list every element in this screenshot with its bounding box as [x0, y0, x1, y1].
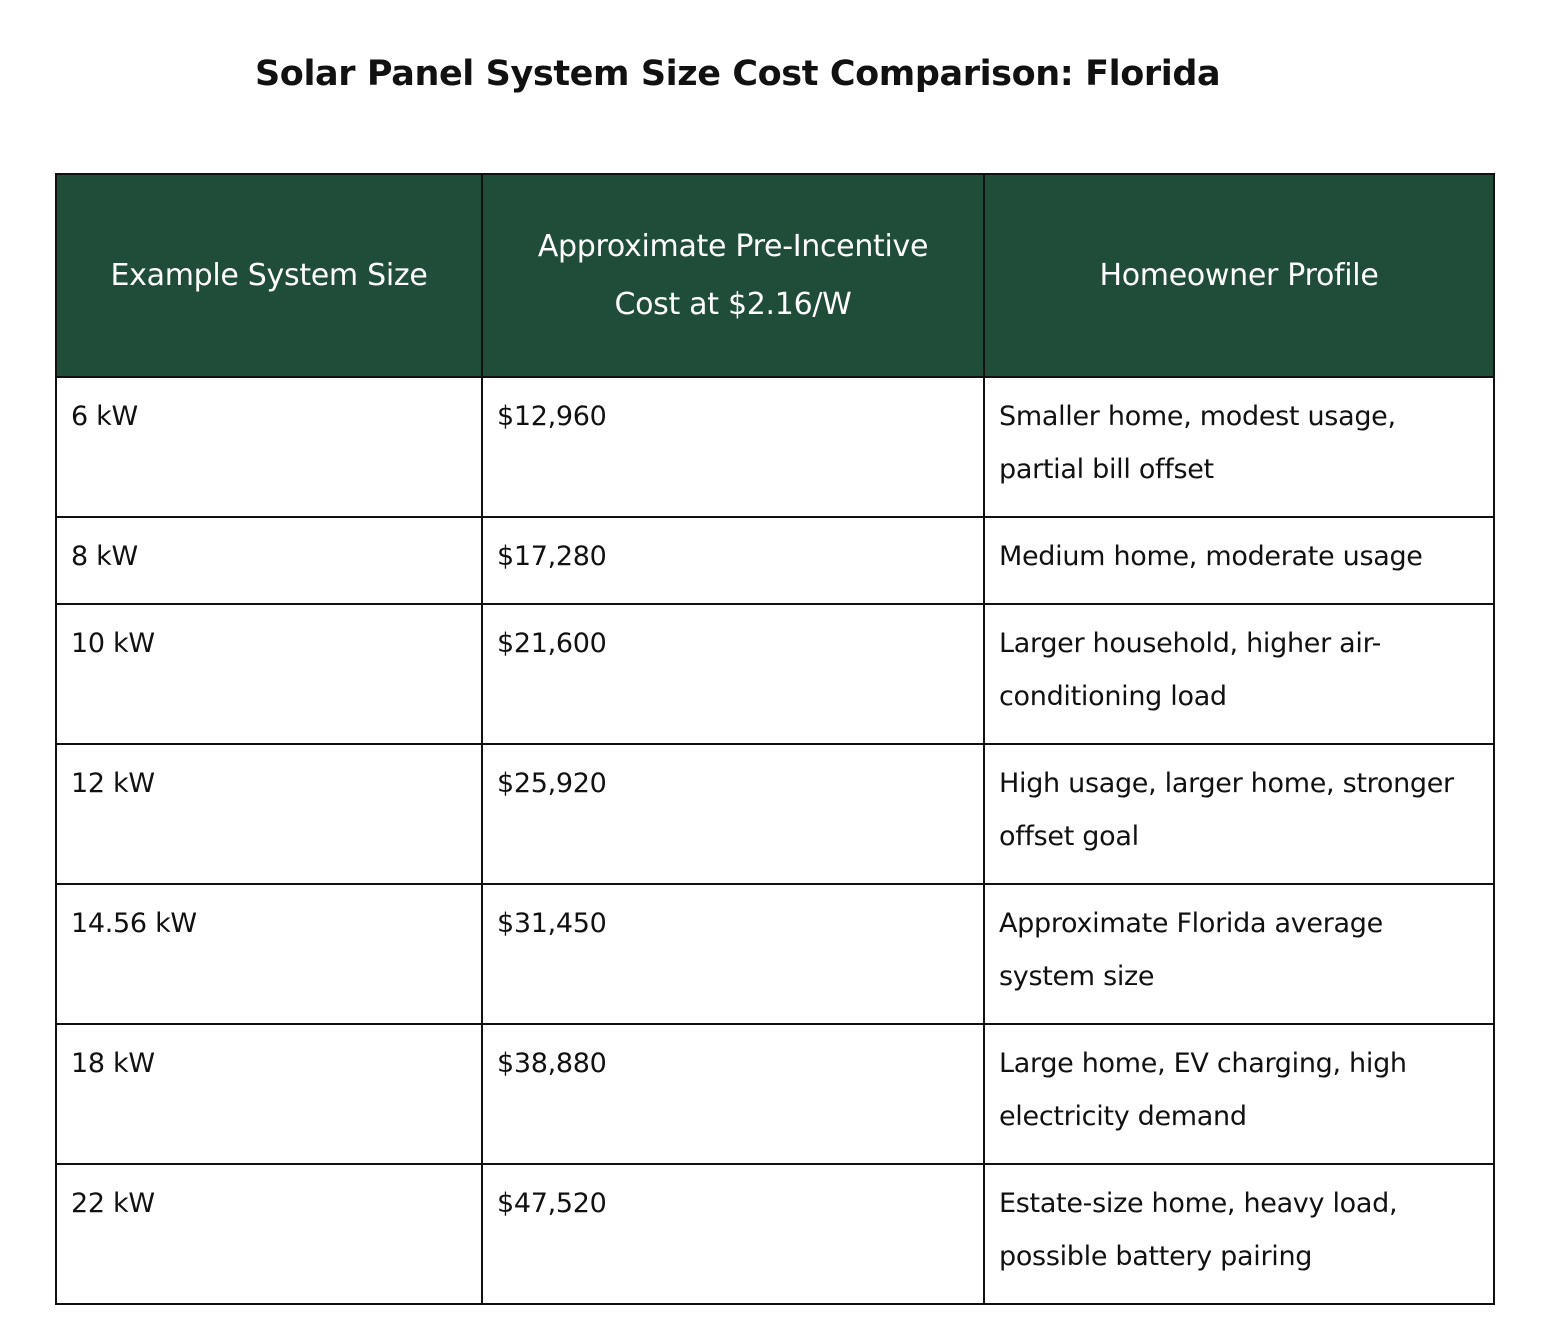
cell-cost: $21,600 — [481, 603, 985, 745]
cell-system-size: 10 kW — [55, 603, 483, 745]
cell-cost: $31,450 — [481, 883, 985, 1025]
cell-profile: Medium home, moderate usage — [983, 516, 1495, 605]
table-row: 8 kW $17,280 Medium home, moderate usage — [55, 516, 1495, 605]
header-system-size: Example System Size — [55, 173, 483, 378]
cell-system-size: 8 kW — [55, 516, 483, 605]
cell-profile: Approximate Florida average system size — [983, 883, 1495, 1025]
table-row: 18 kW $38,880 Large home, EV charging, h… — [55, 1023, 1495, 1165]
cell-profile: Larger household, higher air-conditionin… — [983, 603, 1495, 745]
cell-profile: Large home, EV charging, high electricit… — [983, 1023, 1495, 1165]
table-row: 6 kW $12,960 Smaller home, modest usage,… — [55, 376, 1495, 518]
cell-profile: Smaller home, modest usage, partial bill… — [983, 376, 1495, 518]
cell-cost: $25,920 — [481, 743, 985, 885]
cell-system-size: 14.56 kW — [55, 883, 483, 1025]
cell-system-size: 6 kW — [55, 376, 483, 518]
cost-comparison-table: Example System Size Approximate Pre-Ince… — [55, 173, 1495, 1305]
cell-system-size: 12 kW — [55, 743, 483, 885]
cell-cost: $12,960 — [481, 376, 985, 518]
page-title: Solar Panel System Size Cost Comparison:… — [255, 54, 1221, 94]
cell-profile: High usage, larger home, stronger offset… — [983, 743, 1495, 885]
cell-cost: $38,880 — [481, 1023, 985, 1165]
cell-cost: $17,280 — [481, 516, 985, 605]
cell-system-size: 18 kW — [55, 1023, 483, 1165]
table-row: 22 kW $47,520 Estate-size home, heavy lo… — [55, 1163, 1495, 1305]
cell-system-size: 22 kW — [55, 1163, 483, 1305]
table-row: 10 kW $21,600 Larger household, higher a… — [55, 603, 1495, 745]
header-homeowner-profile: Homeowner Profile — [983, 173, 1495, 378]
table-header-row: Example System Size Approximate Pre-Ince… — [55, 173, 1495, 378]
cell-profile: Estate-size home, heavy load, possible b… — [983, 1163, 1495, 1305]
cell-cost: $47,520 — [481, 1163, 985, 1305]
header-pre-incentive-cost: Approximate Pre-Incentive Cost at $2.16/… — [481, 173, 985, 378]
table-row: 14.56 kW $31,450 Approximate Florida ave… — [55, 883, 1495, 1025]
table-row: 12 kW $25,920 High usage, larger home, s… — [55, 743, 1495, 885]
